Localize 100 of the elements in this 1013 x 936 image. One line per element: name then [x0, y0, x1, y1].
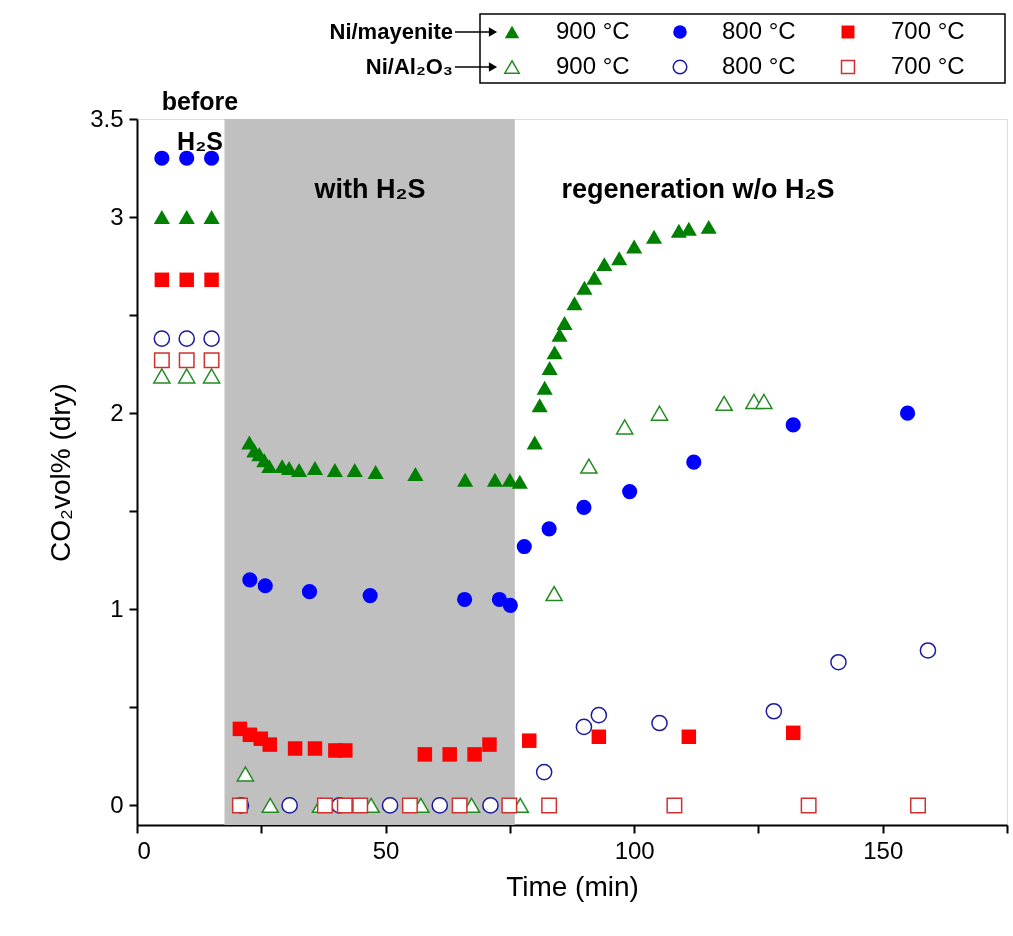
band-label: with H₂S — [313, 174, 426, 204]
legend-label: 800 °C — [722, 17, 796, 44]
point — [287, 741, 303, 756]
point — [681, 729, 697, 744]
y-tick-label: 0 — [110, 790, 124, 818]
point — [541, 361, 558, 376]
point — [326, 463, 343, 478]
point — [591, 729, 607, 744]
point — [261, 797, 280, 814]
legend-label: 700 °C — [891, 17, 965, 44]
point — [451, 797, 468, 814]
point — [541, 521, 557, 537]
point — [501, 472, 518, 487]
point — [153, 210, 170, 225]
point — [301, 584, 318, 600]
point — [586, 270, 603, 285]
y-tick-label: 1 — [110, 594, 124, 622]
point — [899, 405, 916, 421]
point — [700, 219, 717, 234]
point — [281, 797, 298, 814]
point — [346, 463, 363, 478]
point — [626, 239, 643, 254]
point — [154, 272, 170, 288]
point — [352, 797, 369, 814]
legend-label: 900 °C — [556, 17, 630, 44]
point — [536, 380, 553, 395]
point — [178, 210, 195, 225]
point — [785, 725, 801, 741]
annotation: before H₂S — [161, 87, 239, 155]
point — [291, 463, 308, 478]
point — [622, 484, 638, 500]
y-axis-title: CO₂vol% (dry) — [45, 383, 77, 562]
legend-label: 700 °C — [891, 52, 965, 79]
point — [502, 597, 518, 613]
point — [686, 454, 702, 470]
point — [442, 747, 457, 762]
text: Ni/mayenite — [329, 19, 453, 44]
point — [431, 797, 449, 814]
point — [316, 797, 333, 814]
point — [785, 417, 801, 433]
point — [417, 747, 433, 762]
point — [645, 229, 663, 244]
annotation: regeneration w/o H₂S — [561, 174, 835, 204]
point — [242, 572, 258, 588]
point — [545, 585, 563, 602]
point — [715, 395, 733, 412]
point — [203, 150, 220, 166]
point — [580, 458, 598, 474]
point — [257, 578, 273, 594]
point — [457, 472, 474, 487]
y-tick-label: 3 — [110, 202, 124, 230]
point — [457, 591, 473, 608]
point — [407, 466, 424, 481]
point — [556, 315, 573, 330]
point — [670, 223, 687, 238]
point — [611, 251, 628, 266]
point — [307, 741, 323, 756]
x-tick-label: 100 — [614, 836, 655, 864]
point — [576, 499, 592, 515]
point — [501, 797, 518, 814]
point — [401, 797, 418, 814]
y-tick-label: 3.5 — [90, 104, 124, 132]
point — [615, 419, 634, 435]
text: Ni/Al₂O₃ — [365, 54, 453, 79]
point — [467, 747, 482, 762]
point — [336, 797, 353, 814]
point — [154, 150, 170, 166]
point — [261, 459, 278, 474]
point — [381, 797, 399, 814]
point — [526, 435, 543, 450]
point — [177, 368, 196, 384]
point — [367, 465, 384, 479]
y-tick-label: 2 — [110, 398, 124, 426]
x-axis-title: Time (min) — [506, 870, 639, 902]
x-tick-label: 50 — [372, 836, 400, 864]
point — [236, 766, 255, 782]
legend-label: 900 °C — [556, 52, 630, 79]
point — [204, 272, 219, 288]
point — [491, 591, 507, 608]
point — [576, 280, 593, 295]
point — [482, 797, 499, 814]
point — [511, 474, 528, 489]
point — [516, 538, 532, 555]
point — [153, 368, 171, 384]
point — [755, 393, 773, 410]
legend-label: 800 °C — [722, 52, 796, 79]
point — [522, 733, 537, 748]
point — [262, 737, 277, 752]
point — [179, 272, 194, 288]
x-tick-label: 0 — [137, 836, 151, 864]
point — [650, 405, 669, 421]
point — [566, 296, 583, 311]
point — [486, 472, 503, 487]
point — [338, 743, 353, 758]
point — [596, 257, 613, 272]
point — [546, 345, 563, 360]
point — [203, 210, 220, 225]
x-tick-label: 150 — [863, 836, 904, 864]
point — [482, 737, 497, 752]
point — [362, 587, 378, 604]
